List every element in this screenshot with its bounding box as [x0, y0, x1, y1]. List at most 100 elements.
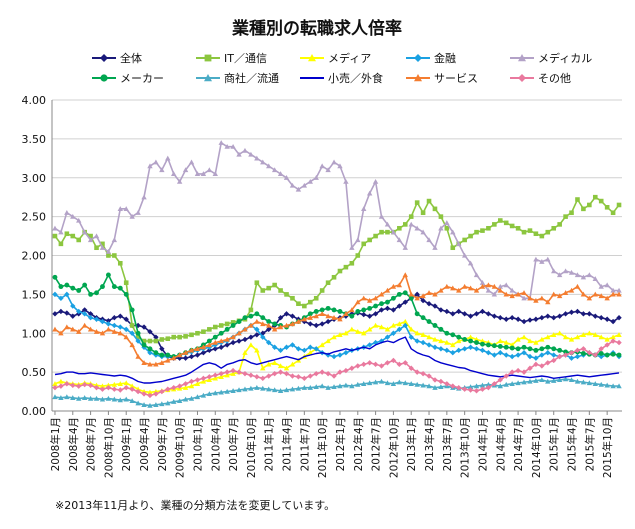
data-point [432, 377, 438, 383]
x-tick-label: 2014年1月 [476, 417, 489, 471]
legend-swatch-marker [204, 54, 212, 62]
data-point [414, 295, 420, 301]
data-point [301, 316, 308, 322]
data-point [325, 167, 331, 173]
data-point [129, 386, 135, 392]
data-point [165, 386, 171, 392]
data-point [159, 337, 165, 342]
data-point [491, 381, 498, 387]
data-point [112, 253, 117, 258]
data-point [206, 347, 213, 354]
data-point [551, 315, 557, 321]
data-point [194, 352, 201, 358]
data-point [94, 245, 99, 251]
data-point [580, 311, 587, 317]
legend-item: IT／通信 [196, 52, 267, 65]
data-point [384, 326, 391, 332]
data-point [503, 291, 509, 297]
data-point [568, 336, 575, 342]
data-point [81, 381, 88, 388]
data-point [366, 342, 373, 348]
data-point [527, 228, 533, 233]
data-point [556, 377, 563, 383]
data-point [438, 384, 444, 390]
data-point [533, 347, 539, 353]
data-point [521, 318, 527, 325]
data-point [539, 233, 545, 239]
data-point [87, 311, 94, 317]
legend-swatch-marker [100, 54, 108, 62]
data-point [106, 253, 111, 258]
data-point [70, 313, 76, 319]
data-point [117, 324, 123, 330]
data-point [165, 155, 171, 161]
data-point [562, 290, 569, 295]
data-point [201, 329, 206, 334]
data-point [462, 337, 468, 342]
x-tick-label: 2011年4月 [281, 417, 294, 471]
data-point [313, 175, 319, 180]
x-tick-label: 2012年7月 [370, 417, 383, 471]
data-point [176, 178, 183, 184]
data-point [82, 282, 88, 288]
data-point [473, 287, 480, 293]
data-point [604, 342, 610, 348]
data-point [212, 334, 218, 340]
legend-swatch-marker [414, 54, 422, 62]
data-point [379, 229, 384, 235]
data-point [592, 194, 598, 200]
legend-swatch-marker [204, 74, 212, 82]
data-point [420, 293, 426, 299]
data-point [367, 305, 373, 311]
data-point [70, 213, 76, 219]
data-point [533, 316, 539, 322]
data-point [52, 274, 58, 280]
data-point [503, 344, 509, 350]
x-tick-label: 2009年4月 [138, 417, 151, 471]
data-point [88, 233, 93, 239]
data-point [212, 372, 218, 378]
data-point [111, 328, 118, 334]
data-point [390, 330, 397, 336]
data-point [218, 330, 224, 336]
data-point [70, 395, 76, 400]
data-point [616, 332, 622, 337]
data-point [485, 282, 492, 288]
data-point [598, 334, 604, 340]
legend-item: メディカル [510, 51, 592, 65]
data-point [616, 202, 622, 208]
data-point [355, 253, 361, 258]
data-point [503, 282, 509, 288]
data-point [581, 206, 586, 212]
data-point [331, 315, 337, 320]
data-point [444, 283, 450, 289]
legend-item: サービス [406, 72, 478, 85]
data-point [372, 311, 379, 317]
data-point [52, 225, 58, 231]
data-point [580, 351, 586, 356]
data-point [212, 342, 218, 348]
data-point [224, 326, 230, 332]
data-point [420, 297, 426, 304]
data-point [474, 340, 479, 346]
data-point [307, 178, 313, 184]
legend-label: 全体 [120, 51, 142, 65]
data-point [52, 326, 58, 332]
data-point [123, 384, 129, 391]
data-point [587, 202, 592, 208]
data-point [373, 233, 378, 239]
data-point [188, 395, 195, 401]
data-point [64, 291, 70, 298]
y-tick-label: 3.00 [22, 172, 47, 185]
legend-item: 小売／外食 [300, 71, 383, 85]
data-point [562, 352, 569, 358]
x-tick-label: 2008年10月 [102, 417, 115, 478]
data-point [527, 346, 533, 352]
data-point [159, 401, 165, 407]
data-point [361, 330, 367, 336]
data-point [515, 380, 521, 386]
data-point [349, 307, 355, 313]
data-point [396, 291, 402, 297]
data-point [58, 395, 64, 400]
data-point [432, 291, 438, 297]
